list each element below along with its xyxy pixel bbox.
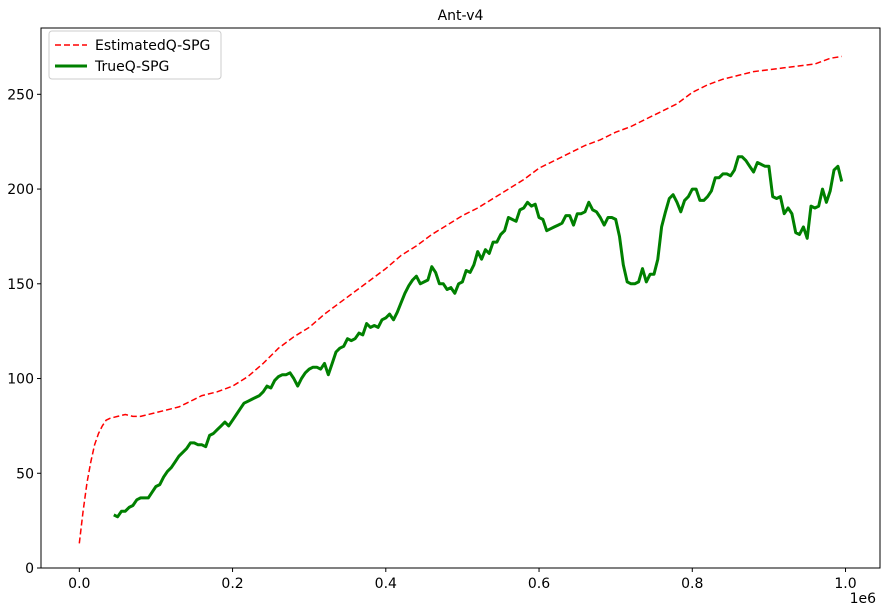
y-tick-label: 0 [25, 561, 34, 577]
plot-area [78, 55, 844, 544]
x-tick-label: 0.0 [68, 576, 90, 592]
x-tick-label: 0.8 [681, 576, 703, 592]
legend-label-2: TrueQ-SPG [94, 59, 169, 75]
legend-label-1: EstimatedQ-SPG [95, 38, 210, 54]
series-line-2 [113, 155, 844, 519]
legend-box [48, 30, 222, 80]
x-tick-label: 0.4 [375, 576, 397, 592]
x-offset-label: 1e6 [850, 591, 877, 607]
y-tick-label: 250 [7, 87, 34, 103]
y-axis: 0 50 100 150 200 250 [7, 87, 41, 577]
y-tick-label: 200 [7, 182, 34, 198]
x-tick-label: 0.6 [528, 576, 550, 592]
chart-title: Ant-v4 [438, 8, 484, 24]
legend: EstimatedQ-SPG TrueQ-SPG [48, 30, 222, 80]
x-tick-label: 1.0 [834, 576, 856, 592]
series-line-1 [78, 55, 842, 544]
plot-frame [40, 27, 881, 569]
y-tick-label: 50 [16, 466, 34, 482]
y-tick-label: 150 [7, 277, 34, 293]
y-tick-label: 100 [7, 372, 34, 388]
x-axis: 0.0 0.2 0.4 0.6 0.8 1.0 [68, 568, 857, 592]
x-tick-label: 0.2 [221, 576, 243, 592]
